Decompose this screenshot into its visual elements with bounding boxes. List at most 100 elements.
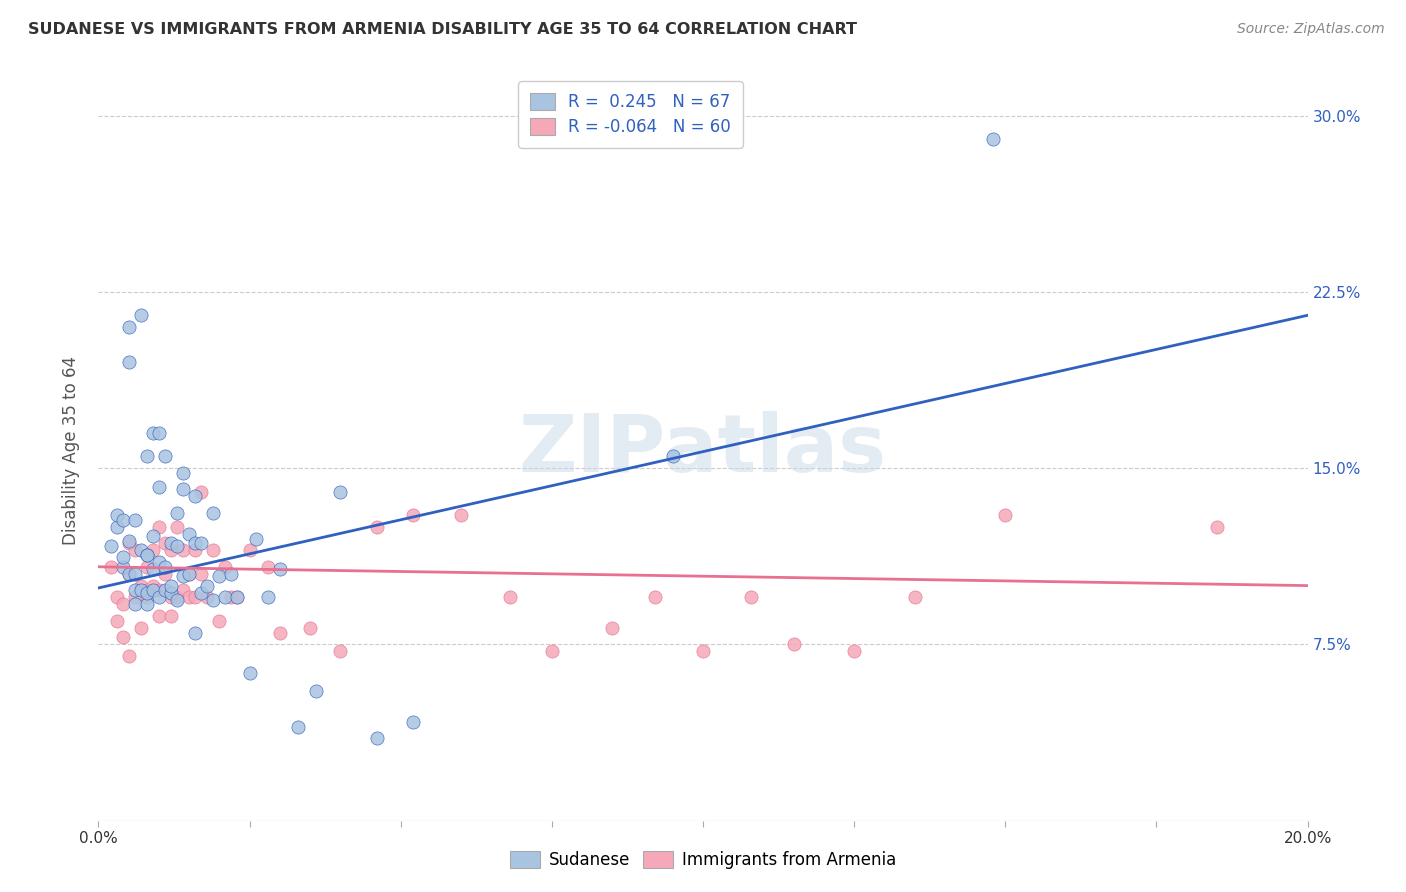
Point: [105, 520, 128, 534]
Point: [540, 644, 562, 658]
Point: [402, 714, 425, 729]
Point: [239, 665, 262, 680]
Point: [166, 539, 188, 553]
Point: [166, 506, 188, 520]
Point: [100, 539, 122, 553]
Point: [135, 548, 157, 562]
Point: [142, 529, 165, 543]
Point: [129, 308, 152, 322]
Point: [124, 513, 146, 527]
Point: [221, 566, 243, 581]
Point: [142, 425, 165, 440]
Point: [118, 536, 141, 550]
Point: [329, 644, 352, 658]
Point: [129, 621, 152, 635]
Point: [135, 598, 157, 612]
Point: [692, 644, 714, 658]
Point: [226, 591, 249, 605]
Point: [994, 508, 1017, 522]
Point: [202, 543, 225, 558]
Point: [118, 566, 141, 581]
Point: [142, 543, 165, 558]
Point: [124, 543, 146, 558]
Point: [184, 489, 207, 503]
Point: [148, 583, 170, 598]
Point: [153, 583, 176, 598]
Point: [269, 562, 291, 576]
Point: [148, 555, 170, 569]
Point: [644, 591, 666, 605]
Point: [153, 536, 176, 550]
Point: [105, 614, 128, 628]
Point: [160, 536, 183, 550]
Point: [135, 591, 157, 605]
Point: [148, 609, 170, 624]
Point: [190, 585, 212, 599]
Point: [166, 591, 188, 605]
Point: [172, 543, 194, 558]
Point: [160, 579, 183, 593]
Point: [269, 625, 291, 640]
Point: [366, 520, 388, 534]
Point: [129, 583, 152, 598]
Point: [305, 684, 328, 698]
Point: [118, 649, 141, 664]
Legend: Sudanese, Immigrants from Armenia: Sudanese, Immigrants from Armenia: [501, 841, 905, 880]
Point: [661, 450, 683, 464]
Point: [153, 566, 176, 581]
Point: [208, 614, 231, 628]
Point: [740, 591, 762, 605]
Point: [111, 559, 134, 574]
Point: [498, 591, 520, 605]
Point: [208, 569, 231, 583]
Point: [118, 355, 141, 369]
Point: [160, 609, 183, 624]
Point: [783, 637, 806, 651]
Point: [135, 548, 157, 562]
Point: [118, 320, 141, 334]
Point: [239, 543, 262, 558]
Point: [111, 598, 134, 612]
Point: [129, 579, 152, 593]
Text: ZIPatlas: ZIPatlas: [519, 411, 887, 490]
Point: [135, 585, 157, 599]
Point: [366, 731, 388, 746]
Point: [172, 482, 194, 496]
Point: [981, 132, 1004, 146]
Point: [160, 543, 183, 558]
Point: [190, 536, 212, 550]
Point: [148, 480, 170, 494]
Point: [202, 506, 225, 520]
Point: [142, 583, 165, 598]
Point: [256, 591, 278, 605]
Point: [202, 592, 225, 607]
Point: [124, 598, 146, 612]
Point: [166, 520, 188, 534]
Point: [135, 559, 157, 574]
Point: [179, 566, 201, 581]
Point: [1206, 520, 1229, 534]
Point: [602, 621, 624, 635]
Point: [226, 591, 249, 605]
Point: [299, 621, 322, 635]
Text: SUDANESE VS IMMIGRANTS FROM ARMENIA DISABILITY AGE 35 TO 64 CORRELATION CHART: SUDANESE VS IMMIGRANTS FROM ARMENIA DISA…: [28, 22, 858, 37]
Point: [124, 566, 146, 581]
Point: [184, 625, 207, 640]
Point: [195, 579, 218, 593]
Point: [214, 559, 236, 574]
Point: [190, 484, 212, 499]
Point: [179, 591, 201, 605]
Point: [142, 562, 165, 576]
Point: [111, 550, 134, 565]
Point: [153, 559, 176, 574]
Point: [904, 591, 927, 605]
Point: [111, 630, 134, 644]
Point: [124, 583, 146, 598]
Point: [166, 592, 188, 607]
Point: [287, 720, 309, 734]
Point: [148, 591, 170, 605]
Point: [129, 543, 152, 558]
Point: [148, 520, 170, 534]
Point: [172, 466, 194, 480]
Point: [245, 532, 267, 546]
